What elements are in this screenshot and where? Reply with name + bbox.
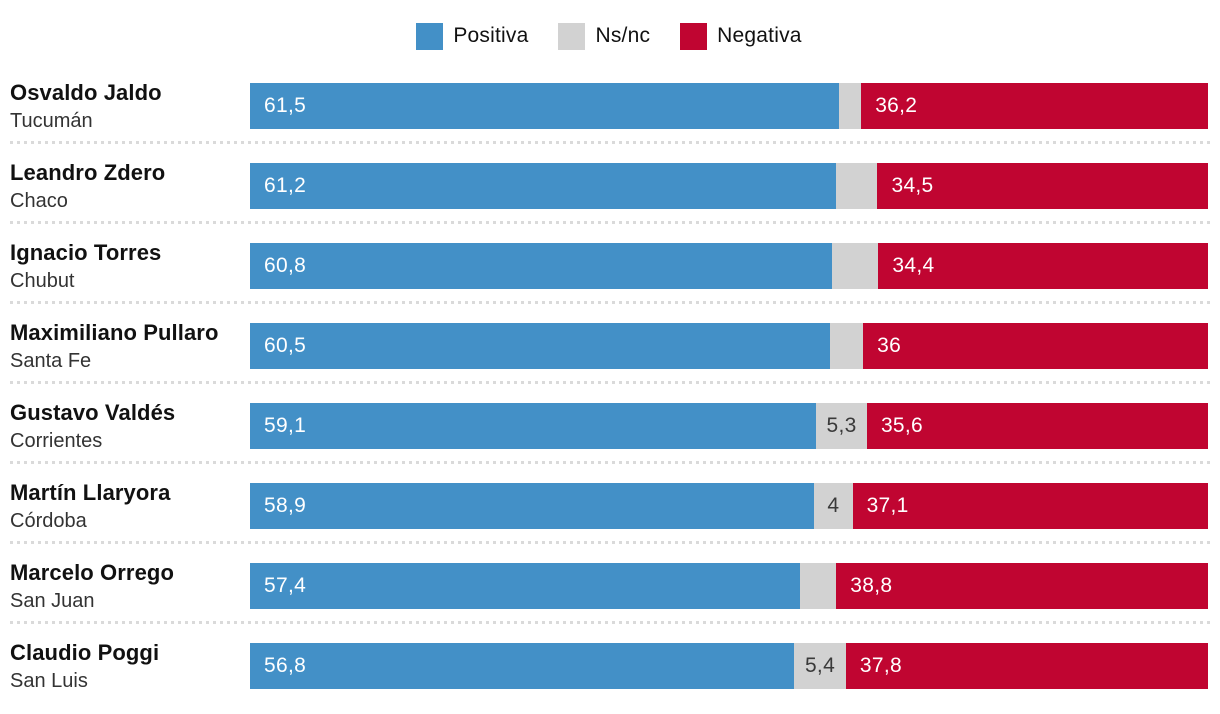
stacked-bar: 61,2 34,5	[250, 163, 1208, 209]
row-label: Leandro Zdero Chaco	[10, 158, 250, 215]
bar-segment-nsnc	[829, 323, 864, 369]
bar-segment-nsnc: 4	[814, 483, 853, 529]
bar-segment-nsnc	[836, 163, 878, 209]
stacked-bar: 60,8 34,4	[250, 243, 1208, 289]
table-row: Martín Llaryora Córdoba 58,9 4 37,1	[10, 466, 1210, 546]
bar-segment-negativa: 37,1	[852, 483, 1208, 529]
bar-segment-positiva: 57,4	[250, 563, 800, 609]
row-label: Marcelo Orrego San Juan	[10, 558, 250, 615]
stacked-bar: 56,8 5,4 37,8	[250, 643, 1208, 689]
table-row: Marcelo Orrego San Juan 57,4 38,8	[10, 546, 1210, 626]
stacked-bar: 57,4 38,8	[250, 563, 1208, 609]
segment-value: 56,8	[264, 654, 307, 677]
chart-legend: Positiva Ns/nc Negativa	[416, 22, 801, 50]
row-label: Gustavo Valdés Corrientes	[10, 398, 250, 455]
governor-name: Maximiliano Pullaro	[10, 319, 219, 345]
legend-item-nsnc: Ns/nc	[558, 22, 651, 50]
bar-segment-nsnc	[832, 243, 879, 289]
segment-value: 38,8	[850, 574, 893, 597]
bar-segment-nsnc: 5,4	[794, 643, 846, 689]
bar-segment-positiva: 61,5	[250, 83, 840, 129]
segment-value: 5,3	[826, 414, 857, 437]
governor-province: Córdoba	[10, 509, 87, 532]
segment-value: 36,2	[875, 94, 918, 117]
segment-value: 34,4	[892, 254, 935, 277]
segment-value: 37,8	[859, 654, 902, 677]
segment-value: 5,4	[804, 654, 836, 677]
row-label: Osvaldo Jaldo Tucumán	[10, 78, 250, 135]
bar-segment-negativa: 34,5	[877, 163, 1208, 209]
segment-value: 57,4	[264, 574, 307, 597]
legend-label-nsnc: Ns/nc	[595, 24, 651, 47]
bar-segment-negativa: 38,8	[836, 563, 1208, 609]
stacked-bar: 61,5 36,2	[250, 83, 1208, 129]
governor-name: Osvaldo Jaldo	[10, 79, 162, 105]
governor-name: Ignacio Torres	[10, 239, 162, 265]
governor-province: Tucumán	[10, 109, 93, 132]
chart-rows: Osvaldo Jaldo Tucumán 61,5 36,2 Leandro …	[10, 66, 1210, 706]
bar-segment-negativa: 34,4	[878, 243, 1208, 289]
legend-item-positiva: Positiva	[416, 22, 529, 50]
segment-value: 37,1	[866, 494, 909, 517]
bar-segment-nsnc	[839, 83, 862, 129]
segment-value: 60,8	[264, 254, 307, 277]
segment-value: 36	[877, 334, 902, 357]
table-row: Leandro Zdero Chaco 61,2 34,5	[10, 146, 1210, 226]
governor-province: Santa Fe	[10, 349, 92, 372]
segment-value: 61,5	[264, 94, 307, 117]
row-label: Maximiliano Pullaro Santa Fe	[10, 318, 250, 375]
segment-value: 4	[827, 494, 840, 517]
bar-segment-positiva: 61,2	[250, 163, 837, 209]
bar-segment-negativa: 36,2	[861, 83, 1208, 129]
legend-swatch-negativa-icon	[680, 22, 708, 50]
segment-value: 58,9	[264, 494, 307, 517]
legend-swatch-positiva-icon	[416, 22, 444, 50]
bar-segment-nsnc: 5,3	[816, 403, 867, 449]
governor-province: San Luis	[10, 669, 88, 692]
segment-value: 59,1	[264, 414, 307, 437]
bar-segment-positiva: 56,8	[250, 643, 795, 689]
governor-province: Chubut	[10, 269, 75, 292]
row-label: Ignacio Torres Chubut	[10, 238, 250, 295]
stacked-bar: 59,1 5,3 35,6	[250, 403, 1208, 449]
table-row: Claudio Poggi San Luis 56,8 5,4 37,8	[10, 626, 1208, 706]
governor-name: Leandro Zdero	[10, 159, 166, 185]
governor-name: Gustavo Valdés	[10, 399, 176, 425]
segment-value: 35,6	[880, 414, 924, 437]
segment-value: 34,5	[891, 174, 934, 197]
governor-name: Martín Llaryora	[10, 479, 171, 505]
governor-province: San Juan	[10, 589, 95, 612]
row-label: Martín Llaryora Córdoba	[10, 478, 250, 535]
bar-segment-negativa: 36	[863, 323, 1208, 369]
legend-item-negativa: Negativa	[680, 22, 802, 50]
table-row: Osvaldo Jaldo Tucumán 61,5 36,2	[10, 66, 1210, 146]
bar-segment-positiva: 60,5	[250, 323, 830, 369]
row-label: Claudio Poggi San Luis	[10, 638, 250, 695]
table-row: Maximiliano Pullaro Santa Fe 60,5 36	[10, 306, 1210, 386]
governor-province: Corrientes	[10, 429, 103, 452]
bar-segment-negativa: 37,8	[845, 643, 1208, 689]
bar-segment-nsnc	[799, 563, 837, 609]
governor-province: Chaco	[10, 189, 68, 212]
bar-segment-positiva: 59,1	[250, 403, 817, 449]
stacked-bar: 58,9 4 37,1	[250, 483, 1208, 529]
table-row: Gustavo Valdés Corrientes 59,1 5,3 35,6	[10, 386, 1210, 466]
bar-segment-negativa: 35,6	[866, 403, 1208, 449]
governor-name: Claudio Poggi	[10, 639, 160, 665]
legend-label-negativa: Negativa	[717, 24, 802, 47]
bar-segment-positiva: 58,9	[250, 483, 815, 529]
legend-label-positiva: Positiva	[453, 24, 529, 47]
segment-value: 61,2	[264, 174, 307, 197]
stacked-bar: 60,5 36	[250, 323, 1208, 369]
bar-segment-positiva: 60,8	[250, 243, 833, 289]
table-row: Ignacio Torres Chubut 60,8 34,4	[10, 226, 1210, 306]
legend-swatch-nsnc-icon	[558, 22, 586, 50]
governor-name: Marcelo Orrego	[10, 559, 175, 585]
segment-value: 60,5	[264, 334, 307, 357]
